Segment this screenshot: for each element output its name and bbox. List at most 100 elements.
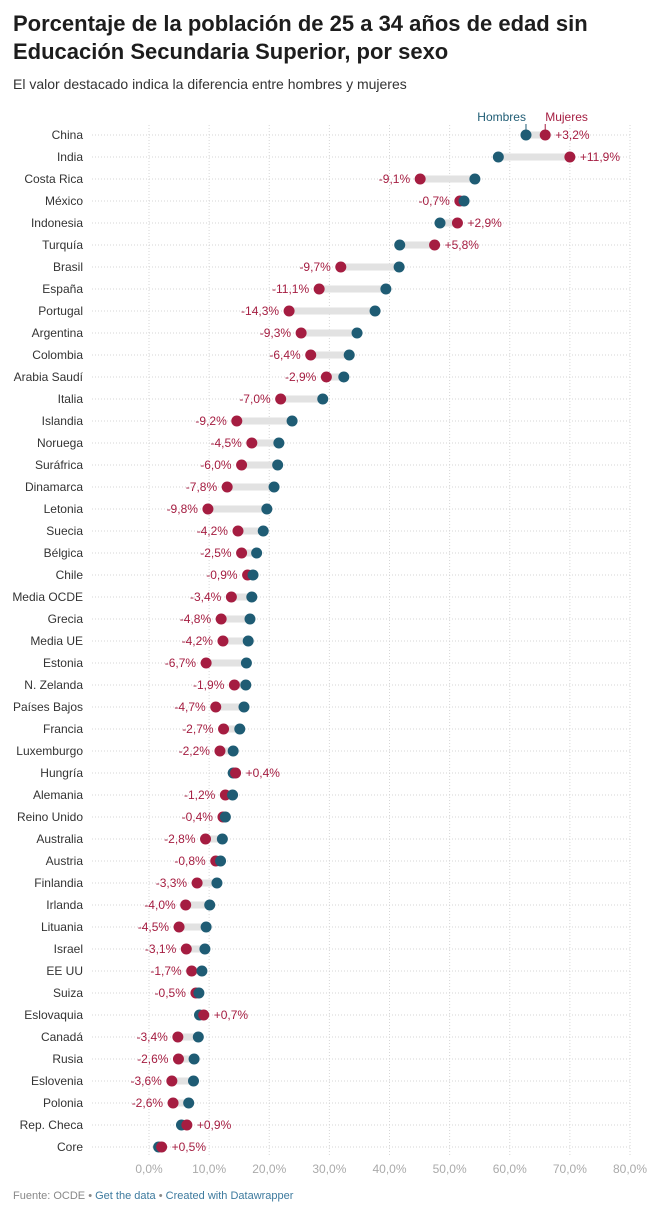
mujeres-point bbox=[172, 1053, 184, 1065]
difference-label: -4,5% bbox=[138, 920, 170, 934]
mujeres-point bbox=[172, 1031, 184, 1043]
mujeres-point bbox=[275, 393, 287, 405]
legend-mujeres: Mujeres bbox=[545, 110, 588, 124]
x-tick-label: 40,0% bbox=[372, 1162, 406, 1176]
difference-label: +0,4% bbox=[246, 766, 281, 780]
hombres-point bbox=[219, 811, 231, 823]
mujeres-point bbox=[313, 283, 325, 295]
get-data-link[interactable]: Get the data bbox=[95, 1190, 156, 1202]
hombres-point bbox=[240, 679, 252, 691]
difference-label: +2,9% bbox=[467, 216, 502, 230]
hombres-point bbox=[227, 789, 239, 801]
hombres-point bbox=[240, 657, 252, 669]
country-label: Core bbox=[57, 1140, 83, 1154]
mujeres-point bbox=[218, 723, 230, 735]
country-label: México bbox=[45, 194, 83, 208]
difference-label: -3,4% bbox=[137, 1030, 169, 1044]
hombres-point bbox=[251, 547, 263, 559]
mujeres-point bbox=[200, 833, 212, 845]
x-tick-label: 20,0% bbox=[252, 1162, 286, 1176]
hombres-point bbox=[227, 745, 239, 757]
difference-label: +11,9% bbox=[580, 150, 620, 164]
difference-label: +0,5% bbox=[172, 1140, 207, 1154]
difference-label: -3,4% bbox=[190, 590, 222, 604]
mujeres-point bbox=[214, 745, 226, 757]
country-label: India bbox=[57, 150, 83, 164]
country-label: Dinamarca bbox=[25, 480, 83, 494]
country-label: Argentina bbox=[32, 326, 84, 340]
country-label: Brasil bbox=[53, 260, 83, 274]
hombres-point bbox=[469, 173, 481, 185]
hombres-point bbox=[193, 987, 205, 999]
difference-label: -4,5% bbox=[210, 436, 242, 450]
hombres-point bbox=[273, 437, 285, 449]
difference-label: -6,4% bbox=[269, 348, 301, 362]
mujeres-point bbox=[305, 349, 317, 361]
country-label: Chile bbox=[56, 568, 84, 582]
difference-label: -2,9% bbox=[285, 370, 317, 384]
mujeres-point bbox=[335, 261, 347, 273]
country-label: Luxemburgo bbox=[16, 744, 83, 758]
difference-label: -2,5% bbox=[200, 546, 232, 560]
hombres-point bbox=[199, 943, 211, 955]
hombres-point bbox=[211, 877, 223, 889]
country-label: Suiza bbox=[53, 986, 83, 1000]
country-label: Alemania bbox=[33, 788, 83, 802]
country-label: Noruega bbox=[37, 436, 83, 450]
difference-label: -3,3% bbox=[156, 876, 188, 890]
mujeres-point bbox=[414, 173, 426, 185]
hombres-point bbox=[187, 1075, 199, 1087]
mujeres-point bbox=[202, 503, 214, 515]
country-label: Suecia bbox=[46, 524, 83, 538]
hombres-point bbox=[204, 899, 216, 911]
hombres-point bbox=[434, 217, 446, 229]
hombres-point bbox=[188, 1053, 200, 1065]
mujeres-point bbox=[198, 1009, 210, 1021]
chart-subtitle: El valor destacado indica la diferencia … bbox=[13, 76, 407, 92]
country-label: Rusia bbox=[52, 1052, 83, 1066]
mujeres-point bbox=[429, 239, 441, 251]
hombres-point bbox=[492, 151, 504, 163]
hombres-point bbox=[286, 415, 298, 427]
created-with-link[interactable]: Created with Datawrapper bbox=[165, 1190, 294, 1202]
difference-label: -4,2% bbox=[182, 634, 214, 648]
difference-label: -3,1% bbox=[145, 942, 177, 956]
hombres-point bbox=[247, 569, 259, 581]
country-label: Indonesia bbox=[31, 216, 83, 230]
mujeres-point bbox=[186, 965, 198, 977]
country-label: Lituania bbox=[41, 920, 83, 934]
mujeres-point bbox=[210, 701, 222, 713]
mujeres-point bbox=[228, 679, 240, 691]
x-tick-label: 70,0% bbox=[553, 1162, 587, 1176]
hombres-point bbox=[272, 459, 284, 471]
difference-label: -6,0% bbox=[200, 458, 232, 472]
country-label: Arabia Saudí bbox=[14, 370, 84, 384]
mujeres-point bbox=[283, 305, 295, 317]
country-label: Islandia bbox=[42, 414, 84, 428]
country-label: Israel bbox=[54, 942, 83, 956]
country-label: Austria bbox=[46, 854, 84, 868]
hombres-point bbox=[268, 481, 280, 493]
chart-title: Porcentaje de la población de 25 a 34 añ… bbox=[13, 11, 588, 64]
mujeres-point bbox=[539, 129, 551, 141]
hombres-point bbox=[351, 327, 363, 339]
mujeres-point bbox=[180, 943, 192, 955]
footer-separator: • bbox=[158, 1190, 163, 1202]
hombres-point bbox=[183, 1097, 195, 1109]
difference-label: -0,8% bbox=[174, 854, 206, 868]
hombres-point bbox=[393, 261, 405, 273]
country-label: Eslovaquia bbox=[24, 1008, 83, 1022]
difference-label: -9,8% bbox=[167, 502, 199, 516]
difference-label: +5,8% bbox=[445, 238, 480, 252]
hombres-point bbox=[261, 503, 273, 515]
hombres-point bbox=[238, 701, 250, 713]
x-tick-label: 50,0% bbox=[433, 1162, 467, 1176]
country-label: Costa Rica bbox=[24, 172, 83, 186]
mujeres-point bbox=[215, 613, 227, 625]
mujeres-point bbox=[451, 217, 463, 229]
difference-label: -2,6% bbox=[132, 1096, 164, 1110]
mujeres-point bbox=[217, 635, 229, 647]
country-label: Portugal bbox=[38, 304, 83, 318]
mujeres-point bbox=[221, 481, 233, 493]
grid-layer: 0,0% 10,0% 20,0% 30,0% 40,0% 50,0% 60,0% 70,0% 8… bbox=[92, 125, 647, 1176]
